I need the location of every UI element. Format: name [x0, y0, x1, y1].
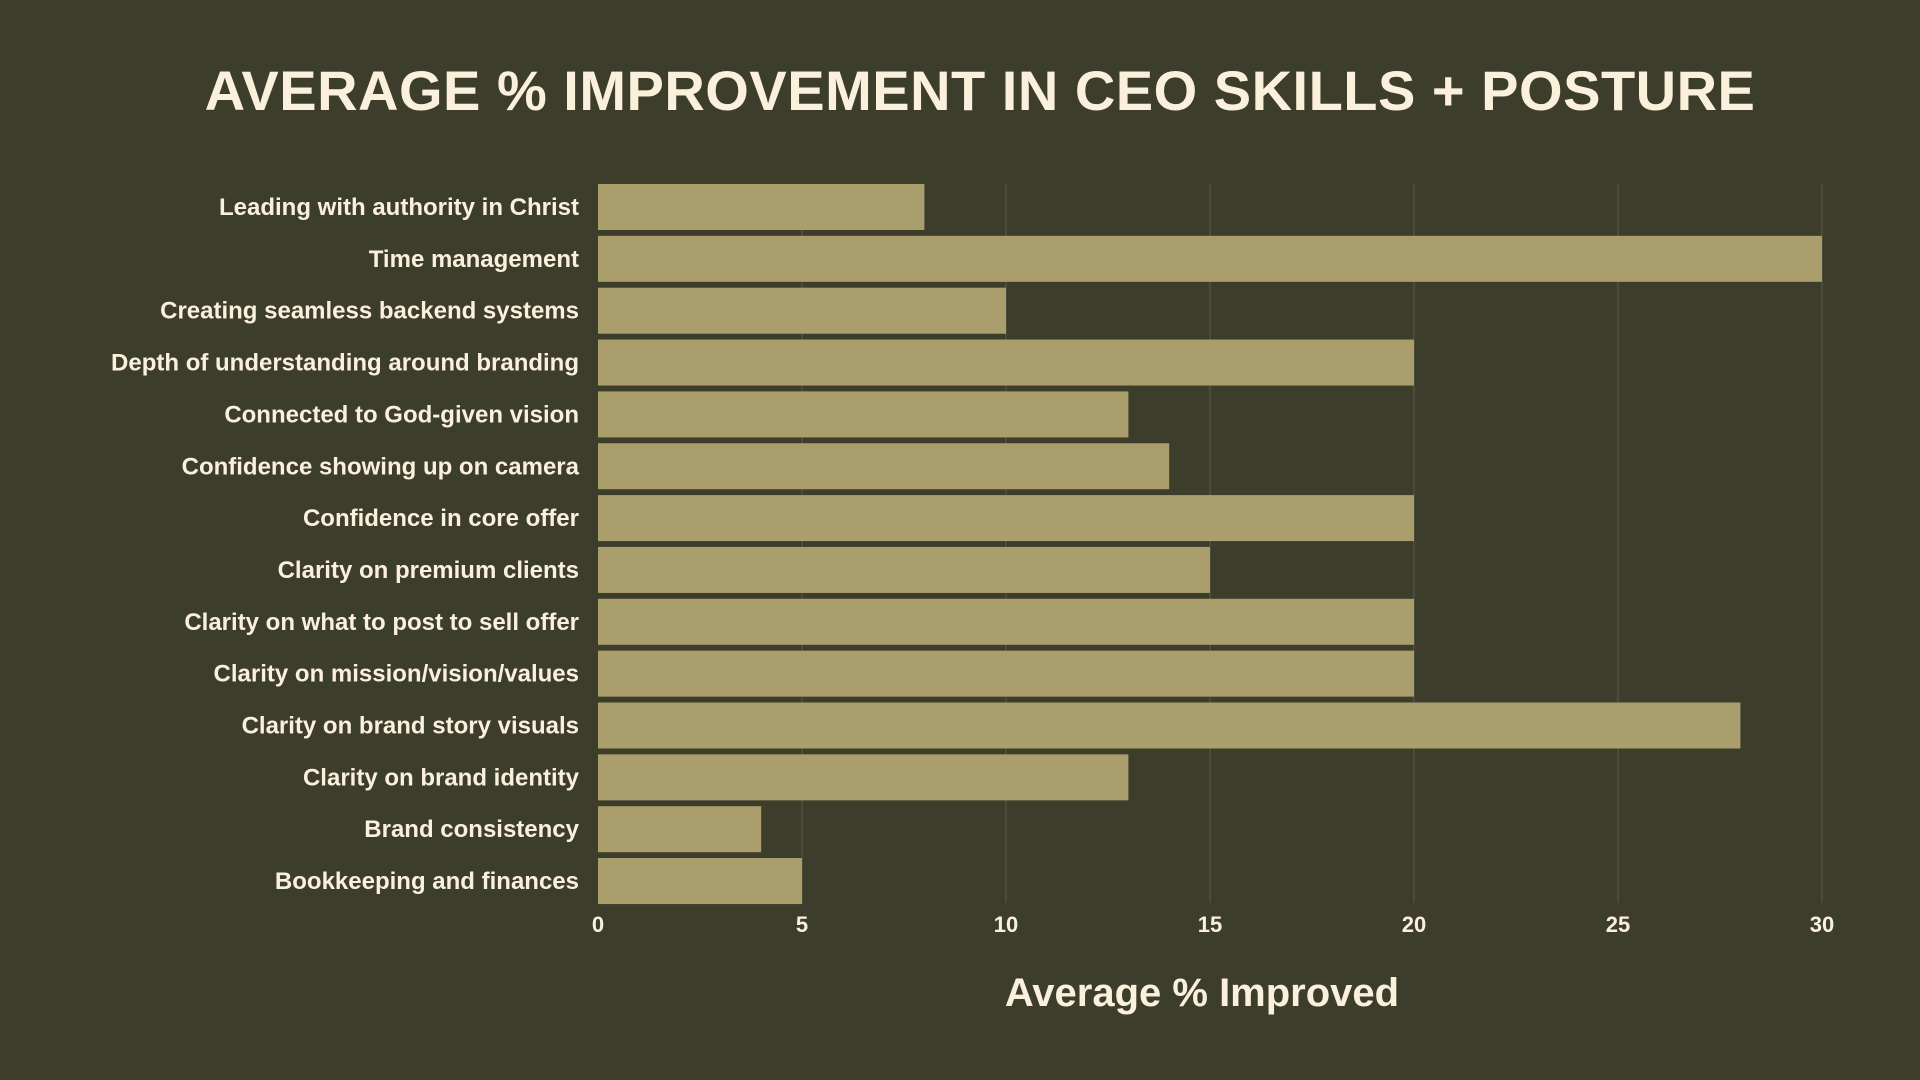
category-label: Leading with authority in Christ: [219, 194, 579, 221]
category-labels: Leading with authority in Christ Time man…: [111, 194, 580, 895]
x-tick-label: 20: [1402, 912, 1426, 937]
category-label: Connected to God-given vision: [224, 401, 579, 428]
category-label: Confidence in core offer: [303, 505, 579, 532]
category-label: Confidence showing up on camera: [182, 453, 580, 480]
chart-title: AVERAGE % IMPROVEMENT IN CEO SKILLS + PO…: [204, 59, 1756, 122]
category-label: Clarity on brand identity: [303, 764, 580, 791]
bars: [598, 184, 1822, 905]
bar: [598, 495, 1414, 542]
bar: [598, 339, 1414, 386]
bar: [598, 443, 1170, 490]
bar: [598, 287, 1006, 334]
bar: [598, 702, 1741, 749]
bar: [598, 806, 762, 853]
category-label: Time management: [369, 246, 579, 273]
bar: [598, 546, 1210, 593]
bar: [598, 650, 1414, 697]
bar: [598, 391, 1129, 438]
bar: [598, 598, 1414, 645]
x-axis-label: Average % Improved: [1005, 971, 1399, 1015]
category-label: Clarity on mission/vision/values: [214, 661, 579, 688]
x-tick-labels: 0 5 10 15 20 25 30: [592, 912, 1834, 937]
category-label: Brand consistency: [364, 816, 579, 843]
x-tick-label: 5: [796, 912, 808, 937]
category-label: Clarity on brand story visuals: [242, 713, 579, 740]
x-tick-label: 25: [1606, 912, 1630, 937]
x-tick-label: 15: [1198, 912, 1222, 937]
bar: [598, 754, 1129, 801]
x-tick-label: 10: [994, 912, 1018, 937]
bar: [598, 858, 802, 905]
bar: [598, 184, 925, 230]
x-tick-label: 30: [1810, 912, 1834, 937]
category-label: Clarity on what to post to sell offer: [184, 609, 579, 636]
bar: [598, 235, 1822, 282]
category-label: Clarity on premium clients: [278, 557, 579, 584]
category-label: Depth of understanding around branding: [111, 350, 579, 377]
x-tick-label: 0: [592, 912, 604, 937]
category-label: Creating seamless backend systems: [160, 298, 579, 325]
category-label: Bookkeeping and finances: [275, 868, 579, 895]
